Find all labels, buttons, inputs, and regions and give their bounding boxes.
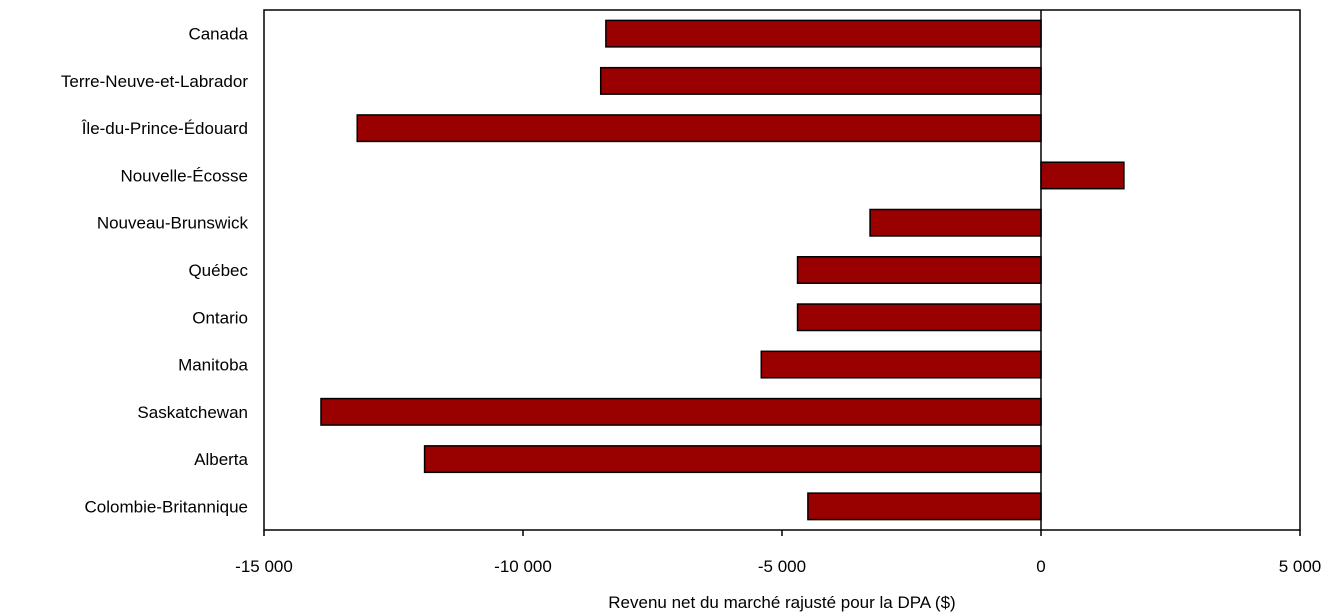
category-label: Terre-Neuve-et-Labrador [61,72,248,91]
x-axis-title: Revenu net du marché rajusté pour la DPA… [608,593,955,612]
bar [1040,161,1125,190]
x-axis-ticks: -15 000 -10 000 -5 000 0 5 000 [235,530,1321,576]
category-label: Île-du-Prince-Édouard [81,119,248,138]
bar [356,114,1042,143]
bar [599,66,1042,95]
bar [807,492,1042,521]
category-label: Colombie-Britannique [85,497,248,516]
category-label: Alberta [194,450,248,469]
category-label: Ontario [192,308,248,327]
bar [760,350,1042,379]
bar [423,445,1042,474]
category-label: Nouvelle-Écosse [120,166,248,185]
category-label: Québec [188,261,248,280]
bar [796,256,1042,284]
category-labels: Canada Terre-Neuve-et-Labrador Île-du-Prin… [61,25,249,517]
category-label: Saskatchewan [137,403,248,422]
x-tick-label: -10 000 [494,557,552,576]
bar [796,303,1042,332]
x-tick-label: 5 000 [1279,557,1322,576]
x-tick-label: -5 000 [758,557,806,576]
bar [869,208,1042,237]
category-label: Canada [188,25,248,44]
category-label: Nouveau-Brunswick [97,214,249,233]
bars-layer [320,19,1125,521]
x-tick-label: -15 000 [235,557,293,576]
bar [320,397,1042,426]
bar [605,19,1042,48]
category-label: Manitoba [178,356,248,375]
x-tick-label: 0 [1036,557,1045,576]
